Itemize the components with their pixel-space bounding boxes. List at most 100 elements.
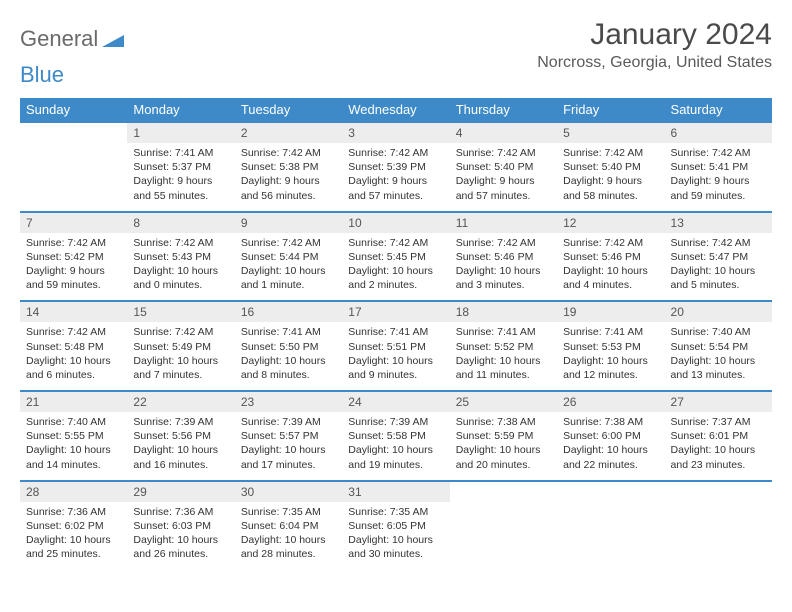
day-number: 9 bbox=[235, 213, 342, 233]
day-content: Sunrise: 7:42 AMSunset: 5:46 PMDaylight:… bbox=[450, 233, 557, 301]
day-number: 15 bbox=[127, 302, 234, 322]
day-number: 3 bbox=[342, 123, 449, 143]
calendar-table: Sunday Monday Tuesday Wednesday Thursday… bbox=[20, 98, 772, 569]
sunset-text: Sunset: 5:53 PM bbox=[563, 340, 658, 354]
day-cell: 8Sunrise: 7:42 AMSunset: 5:43 PMDaylight… bbox=[127, 212, 234, 302]
sunset-text: Sunset: 5:37 PM bbox=[133, 160, 228, 174]
day-number: 18 bbox=[450, 302, 557, 322]
sunset-text: Sunset: 5:56 PM bbox=[133, 429, 228, 443]
day-cell: 2Sunrise: 7:42 AMSunset: 5:38 PMDaylight… bbox=[235, 122, 342, 212]
sunrise-text: Sunrise: 7:42 AM bbox=[133, 236, 228, 250]
day-cell: 22Sunrise: 7:39 AMSunset: 5:56 PMDayligh… bbox=[127, 391, 234, 481]
sunrise-text: Sunrise: 7:42 AM bbox=[133, 325, 228, 339]
day-cell: 25Sunrise: 7:38 AMSunset: 5:59 PMDayligh… bbox=[450, 391, 557, 481]
sunrise-text: Sunrise: 7:41 AM bbox=[348, 325, 443, 339]
dayhead-sat: Saturday bbox=[665, 98, 772, 122]
day-number: 10 bbox=[342, 213, 449, 233]
sunrise-text: Sunrise: 7:38 AM bbox=[563, 415, 658, 429]
day-cell bbox=[450, 481, 557, 570]
day-content: Sunrise: 7:39 AMSunset: 5:57 PMDaylight:… bbox=[235, 412, 342, 480]
sunrise-text: Sunrise: 7:36 AM bbox=[133, 505, 228, 519]
day-cell: 11Sunrise: 7:42 AMSunset: 5:46 PMDayligh… bbox=[450, 212, 557, 302]
day-number: 5 bbox=[557, 123, 664, 143]
day-number: 13 bbox=[665, 213, 772, 233]
day-content: Sunrise: 7:41 AMSunset: 5:52 PMDaylight:… bbox=[450, 322, 557, 390]
day-number: 31 bbox=[342, 482, 449, 502]
day-cell: 7Sunrise: 7:42 AMSunset: 5:42 PMDaylight… bbox=[20, 212, 127, 302]
day-cell: 30Sunrise: 7:35 AMSunset: 6:04 PMDayligh… bbox=[235, 481, 342, 570]
day-number: 20 bbox=[665, 302, 772, 322]
sunset-text: Sunset: 5:43 PM bbox=[133, 250, 228, 264]
daylight-text: Daylight: 10 hours and 20 minutes. bbox=[456, 443, 551, 471]
sunset-text: Sunset: 6:01 PM bbox=[671, 429, 766, 443]
daylight-text: Daylight: 10 hours and 8 minutes. bbox=[241, 354, 336, 382]
day-content: Sunrise: 7:39 AMSunset: 5:56 PMDaylight:… bbox=[127, 412, 234, 480]
day-cell: 18Sunrise: 7:41 AMSunset: 5:52 PMDayligh… bbox=[450, 301, 557, 391]
day-number: 2 bbox=[235, 123, 342, 143]
day-content: Sunrise: 7:42 AMSunset: 5:40 PMDaylight:… bbox=[450, 143, 557, 211]
daylight-text: Daylight: 9 hours and 57 minutes. bbox=[348, 174, 443, 202]
calendar-body: 1Sunrise: 7:41 AMSunset: 5:37 PMDaylight… bbox=[20, 122, 772, 569]
day-cell: 21Sunrise: 7:40 AMSunset: 5:55 PMDayligh… bbox=[20, 391, 127, 481]
daylight-text: Daylight: 9 hours and 55 minutes. bbox=[133, 174, 228, 202]
day-cell: 9Sunrise: 7:42 AMSunset: 5:44 PMDaylight… bbox=[235, 212, 342, 302]
day-cell: 14Sunrise: 7:42 AMSunset: 5:48 PMDayligh… bbox=[20, 301, 127, 391]
day-content: Sunrise: 7:42 AMSunset: 5:40 PMDaylight:… bbox=[557, 143, 664, 211]
daylight-text: Daylight: 10 hours and 13 minutes. bbox=[671, 354, 766, 382]
sunset-text: Sunset: 5:51 PM bbox=[348, 340, 443, 354]
sunrise-text: Sunrise: 7:41 AM bbox=[241, 325, 336, 339]
daylight-text: Daylight: 10 hours and 3 minutes. bbox=[456, 264, 551, 292]
daylight-text: Daylight: 10 hours and 26 minutes. bbox=[133, 533, 228, 561]
day-content: Sunrise: 7:42 AMSunset: 5:48 PMDaylight:… bbox=[20, 322, 127, 390]
daylight-text: Daylight: 10 hours and 28 minutes. bbox=[241, 533, 336, 561]
day-content: Sunrise: 7:41 AMSunset: 5:50 PMDaylight:… bbox=[235, 322, 342, 390]
day-number: 25 bbox=[450, 392, 557, 412]
sunset-text: Sunset: 5:55 PM bbox=[26, 429, 121, 443]
daylight-text: Daylight: 10 hours and 6 minutes. bbox=[26, 354, 121, 382]
day-number: 7 bbox=[20, 213, 127, 233]
day-content: Sunrise: 7:38 AMSunset: 5:59 PMDaylight:… bbox=[450, 412, 557, 480]
daylight-text: Daylight: 10 hours and 30 minutes. bbox=[348, 533, 443, 561]
day-cell bbox=[557, 481, 664, 570]
day-content: Sunrise: 7:39 AMSunset: 5:58 PMDaylight:… bbox=[342, 412, 449, 480]
day-number: 4 bbox=[450, 123, 557, 143]
logo-text-b: Blue bbox=[20, 62, 64, 88]
daylight-text: Daylight: 10 hours and 0 minutes. bbox=[133, 264, 228, 292]
title-block: January 2024 Norcross, Georgia, United S… bbox=[537, 18, 772, 72]
sunrise-text: Sunrise: 7:38 AM bbox=[456, 415, 551, 429]
daylight-text: Daylight: 10 hours and 7 minutes. bbox=[133, 354, 228, 382]
day-content: Sunrise: 7:35 AMSunset: 6:04 PMDaylight:… bbox=[235, 502, 342, 570]
day-number: 23 bbox=[235, 392, 342, 412]
daylight-text: Daylight: 10 hours and 2 minutes. bbox=[348, 264, 443, 292]
day-content: Sunrise: 7:42 AMSunset: 5:45 PMDaylight:… bbox=[342, 233, 449, 301]
day-number bbox=[20, 123, 127, 129]
day-number: 27 bbox=[665, 392, 772, 412]
sunset-text: Sunset: 6:05 PM bbox=[348, 519, 443, 533]
day-header-row: Sunday Monday Tuesday Wednesday Thursday… bbox=[20, 98, 772, 122]
sunrise-text: Sunrise: 7:40 AM bbox=[26, 415, 121, 429]
day-number: 21 bbox=[20, 392, 127, 412]
logo: General bbox=[20, 26, 124, 52]
daylight-text: Daylight: 10 hours and 12 minutes. bbox=[563, 354, 658, 382]
sunset-text: Sunset: 5:45 PM bbox=[348, 250, 443, 264]
day-content: Sunrise: 7:42 AMSunset: 5:46 PMDaylight:… bbox=[557, 233, 664, 301]
day-content: Sunrise: 7:37 AMSunset: 6:01 PMDaylight:… bbox=[665, 412, 772, 480]
sunrise-text: Sunrise: 7:39 AM bbox=[241, 415, 336, 429]
day-content: Sunrise: 7:42 AMSunset: 5:39 PMDaylight:… bbox=[342, 143, 449, 211]
week-row: 1Sunrise: 7:41 AMSunset: 5:37 PMDaylight… bbox=[20, 122, 772, 212]
sunset-text: Sunset: 5:47 PM bbox=[671, 250, 766, 264]
sunset-text: Sunset: 6:04 PM bbox=[241, 519, 336, 533]
day-cell: 20Sunrise: 7:40 AMSunset: 5:54 PMDayligh… bbox=[665, 301, 772, 391]
day-number: 30 bbox=[235, 482, 342, 502]
day-number: 11 bbox=[450, 213, 557, 233]
sunrise-text: Sunrise: 7:42 AM bbox=[456, 236, 551, 250]
sunrise-text: Sunrise: 7:42 AM bbox=[456, 146, 551, 160]
day-content: Sunrise: 7:42 AMSunset: 5:38 PMDaylight:… bbox=[235, 143, 342, 211]
day-number bbox=[450, 482, 557, 488]
day-cell: 31Sunrise: 7:35 AMSunset: 6:05 PMDayligh… bbox=[342, 481, 449, 570]
week-row: 21 Sunrise: 7:40 AMSunset: 5:55 PM Dayligh… bbox=[20, 391, 772, 481]
day-cell: 17Sunrise: 7:41 AMSunset: 5:51 PMDayligh… bbox=[342, 301, 449, 391]
sunset-text: Sunset: 5:58 PM bbox=[348, 429, 443, 443]
day-number: 22 bbox=[127, 392, 234, 412]
daylight-text: Daylight: 9 hours and 56 minutes. bbox=[241, 174, 336, 202]
